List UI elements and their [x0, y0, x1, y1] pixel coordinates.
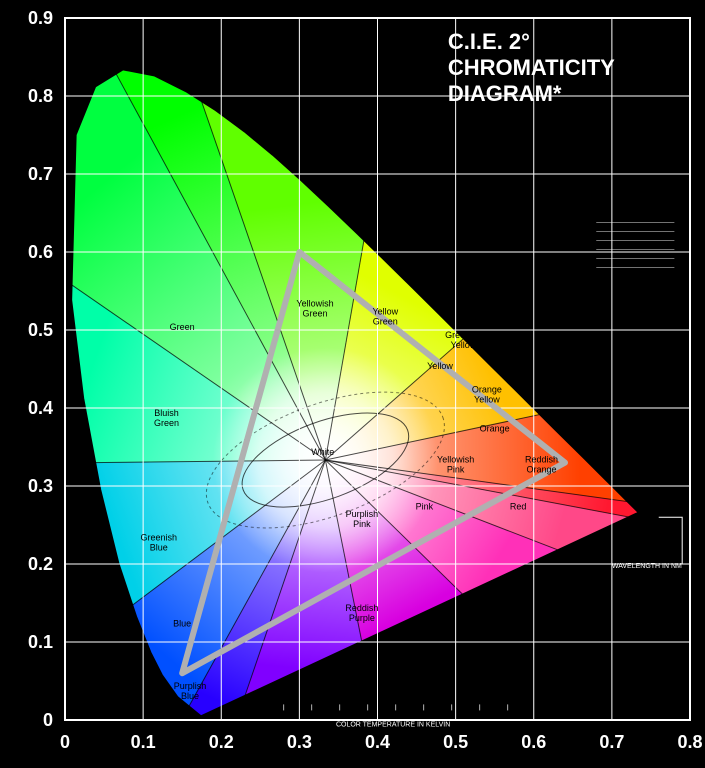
region-label: Blue [181, 691, 199, 701]
region-label: Purple [349, 613, 375, 623]
region-label: Pink [416, 501, 434, 511]
region-label: Blue [150, 543, 168, 553]
cie-chromaticity-diagram: 0 0.1 0.2 0.3 0.4 0.5 0.6 0.7 0.8 0 0.1 0.2 0.3 0.4 0.… [0, 0, 705, 768]
region-label: Orange [527, 465, 557, 475]
region-label: Green [373, 316, 398, 326]
region-label: Green [302, 309, 327, 319]
x-tick-label: 0.1 [131, 732, 156, 752]
y-tick-label: 0.8 [28, 86, 53, 106]
y-tick-label: 0.9 [28, 8, 53, 28]
wavelength-label: WAVELENGTH IN NM [612, 563, 682, 570]
x-tick-label: 0.4 [365, 732, 390, 752]
region-label: Reddish [345, 603, 378, 613]
x-tick-label: 0.6 [521, 732, 546, 752]
y-tick-label: 0.5 [28, 320, 53, 340]
region-label: Pink [447, 465, 465, 475]
chart-title-line: DIAGRAM* [448, 81, 562, 106]
chart-svg: 0 0.1 0.2 0.3 0.4 0.5 0.6 0.7 0.8 0 0.1 0.2 0.3 0.4 0.… [0, 0, 705, 768]
region-label: Yellow [427, 361, 453, 371]
y-tick-label: 0.2 [28, 554, 53, 574]
region-label: Yellowish [296, 299, 333, 309]
x-tick-label: 0 [60, 732, 70, 752]
y-tick-label: 0.6 [28, 242, 53, 262]
y-tick-label: 0.4 [28, 398, 53, 418]
region-label: Green [170, 322, 195, 332]
y-tick-label: 0 [43, 710, 53, 730]
x-tick-label: 0.3 [287, 732, 312, 752]
y-tick-label: 0.3 [28, 476, 53, 496]
region-label: Reddish [525, 455, 558, 465]
region-label: Red [510, 501, 527, 511]
x-tick-label: 0.7 [599, 732, 624, 752]
region-label: Purplish [346, 509, 379, 519]
chart-title-line: C.I.E. 2° [448, 29, 530, 54]
region-label: Bluish [154, 408, 179, 418]
y-tick-label: 0.1 [28, 632, 53, 652]
region-label: Orange [480, 423, 510, 433]
x-tick-label: 0.2 [209, 732, 234, 752]
region-label: Green [154, 418, 179, 428]
y-tick-label: 0.7 [28, 164, 53, 184]
color-temperature-label: COLOR TEMPERATURE IN KELVIN [336, 721, 450, 728]
chart-title-line: CHROMATICITY [448, 55, 615, 80]
region-label: Yellow [474, 394, 500, 404]
region-label: Pink [353, 519, 371, 529]
x-tick-label: 0.8 [677, 732, 702, 752]
region-label: Greenish [140, 533, 177, 543]
region-label: Yellowish [437, 455, 474, 465]
region-label: Blue [173, 618, 191, 628]
region-label: Yellow [372, 306, 398, 316]
region-label: White [311, 447, 334, 457]
region-label: Orange [472, 384, 502, 394]
x-tick-label: 0.5 [443, 732, 468, 752]
region-label: Purplish [174, 681, 207, 691]
